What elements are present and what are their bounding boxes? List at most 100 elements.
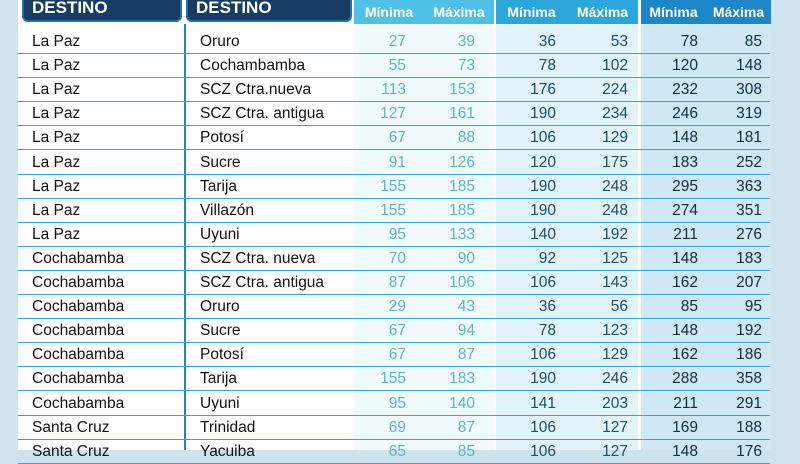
g2-max-cell: 192 [602, 225, 628, 243]
g1-max-cell: 39 [457, 33, 475, 50]
table-row: Cochabamba Oruro 29 43 36 56 85 95 [18, 295, 770, 320]
origin-cell: La Paz [32, 81, 81, 99]
price-group-3-header: Mínima Máxima [641, 0, 771, 24]
origin-cell: Santa Cruz [32, 442, 110, 460]
g2-min-cell: 140 [530, 225, 556, 243]
g3-max-cell: 276 [736, 225, 762, 243]
g1-min-cell: 91 [388, 153, 406, 171]
g2-min-cell: 190 [530, 177, 556, 195]
g2-min-cell: 106 [530, 346, 556, 364]
table-row: Cochabamba Potosí 67 87 106 129 162 186 [18, 343, 770, 368]
g2-min-cell: 190 [530, 370, 556, 388]
g2-max-cell: 129 [602, 346, 628, 364]
origin-cell: Cochabamba [32, 322, 125, 340]
destination-cell: SCZ Ctra. antigua [200, 105, 325, 123]
destination-cell: Trinidad [200, 418, 256, 436]
destination-header: ORIGEN / DESTINO [186, 0, 352, 22]
g1-max-cell: 85 [457, 442, 475, 460]
destination-cell: Uyuni [200, 225, 240, 243]
g3-max-cell: 148 [736, 57, 762, 75]
min-header: Mínima [364, 4, 414, 20]
g3-max-cell: 351 [736, 201, 762, 219]
origin-cell: La Paz [32, 177, 81, 195]
g2-max-cell: 248 [602, 177, 628, 195]
destination-cell: Sucre [200, 322, 241, 340]
destination-cell: Oruro [200, 33, 240, 50]
g3-max-cell: 188 [736, 418, 762, 436]
destination-cell: Tarija [200, 370, 238, 388]
g1-min-cell: 65 [388, 442, 406, 460]
column-band-group-2 [496, 24, 638, 450]
g2-min-cell: 190 [530, 105, 556, 123]
table-row: Cochabamba Tarija 155 183 190 246 288 358 [18, 367, 770, 392]
g2-max-cell: 143 [602, 274, 628, 291]
origin-cell: La Paz [32, 57, 81, 75]
origin-cell: Cochabamba [32, 274, 125, 291]
g3-max-cell: 207 [736, 274, 762, 291]
destination-cell: Villazón [200, 201, 255, 219]
g1-min-cell: 155 [380, 177, 406, 195]
g1-min-cell: 67 [388, 129, 406, 147]
destination-cell: SCZ Ctra.nueva [200, 81, 312, 99]
g1-max-cell: 161 [449, 105, 475, 123]
g1-max-cell: 133 [449, 225, 475, 243]
table-row: La Paz Sucre 91 126 120 175 183 252 [18, 151, 770, 175]
g3-max-cell: 319 [736, 105, 762, 123]
destination-cell: Tarija [200, 177, 238, 195]
g3-max-cell: 95 [744, 298, 762, 316]
max-header: Máxima [712, 4, 765, 20]
table-row: La Paz Potosí 67 88 106 129 148 181 [18, 126, 770, 151]
g1-min-cell: 67 [388, 346, 406, 364]
g2-min-cell: 36 [538, 298, 556, 316]
origin-cell: Cochabamba [32, 394, 125, 412]
g2-max-cell: 246 [602, 370, 628, 388]
g3-min-cell: 211 [673, 394, 698, 412]
min-header: Mínima [507, 4, 556, 20]
destination-cell: SCZ Ctra. nueva [200, 249, 316, 267]
g3-min-cell: 78 [680, 33, 698, 50]
g1-max-cell: 87 [457, 418, 475, 436]
table-row: La Paz Villazón 155 185 190 248 274 351 [18, 199, 770, 223]
g1-max-cell: 88 [457, 129, 475, 147]
g3-max-cell: 363 [736, 177, 762, 195]
g2-min-cell: 176 [530, 81, 556, 99]
g2-min-cell: 78 [538, 322, 556, 340]
g2-max-cell: 129 [602, 129, 628, 147]
g3-max-cell: 192 [736, 322, 762, 340]
g1-min-cell: 127 [380, 105, 406, 123]
g1-min-cell: 70 [388, 249, 406, 267]
table-row: Cochabamba SCZ Ctra. antigua 87 106 106 143 16… [18, 271, 770, 295]
g2-min-cell: 36 [538, 33, 556, 50]
table-row: Cochabamba Uyuni 95 140 141 203 211 291 [18, 392, 770, 416]
g3-max-cell: 291 [736, 394, 762, 412]
g1-min-cell: 95 [388, 394, 406, 412]
g3-min-cell: 162 [672, 274, 698, 291]
origin-cell: Cochabamba [32, 370, 125, 388]
table-row: La Paz SCZ Ctra.nueva 113 153 176 224 232 308 [18, 78, 770, 103]
origin-cell: La Paz [32, 225, 81, 243]
g3-min-cell: 288 [672, 370, 698, 388]
origin-cell: La Paz [32, 105, 81, 123]
origin-cell: Santa Cruz [32, 418, 110, 436]
table-row: Cochabamba Sucre 67 94 78 123 148 192 [18, 319, 770, 344]
table-row: La Paz SCZ Ctra. antigua 127 161 190 234 246 31… [18, 102, 770, 127]
g1-max-cell: 73 [457, 57, 475, 75]
origin-header-label: ORIGEN / DESTINO [32, 0, 108, 17]
g1-max-cell: 140 [449, 394, 475, 412]
g3-max-cell: 85 [744, 33, 762, 50]
g1-max-cell: 126 [449, 153, 475, 171]
g1-max-cell: 43 [457, 298, 475, 316]
g3-min-cell: 85 [680, 298, 698, 316]
table-row: Santa Cruz Yacuiba 65 85 106 127 148 176 [18, 440, 770, 464]
g3-min-cell: 183 [672, 153, 698, 171]
g1-min-cell: 95 [388, 225, 406, 243]
g3-min-cell: 211 [673, 225, 698, 243]
g2-max-cell: 127 [602, 418, 628, 436]
table-row: La Paz Uyuni 95 133 140 192 211 276 [18, 223, 770, 247]
g3-max-cell: 252 [736, 153, 762, 171]
destination-cell: Potosí [200, 346, 244, 364]
g1-min-cell: 87 [388, 274, 406, 291]
g3-min-cell: 295 [672, 177, 698, 195]
g2-max-cell: 102 [602, 57, 628, 75]
destination-cell: Uyuni [200, 394, 240, 412]
